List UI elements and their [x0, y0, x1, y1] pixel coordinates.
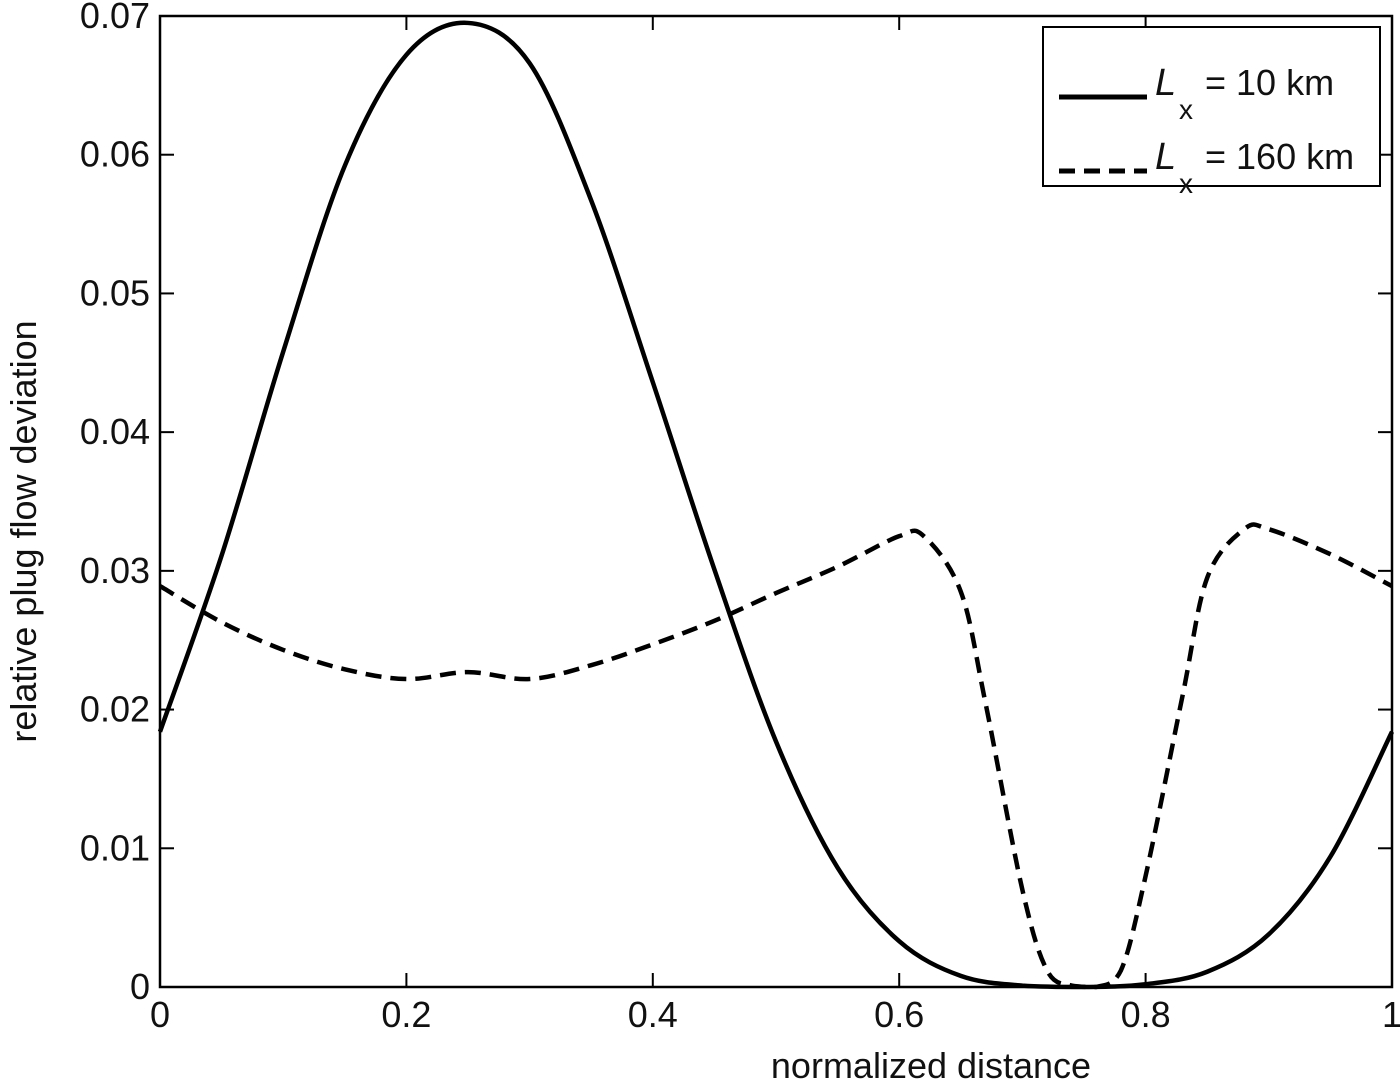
x-tick-label: 0.2 [381, 994, 431, 1035]
legend-value: = 160 km [1205, 136, 1354, 177]
x-tick-label: 0 [150, 994, 170, 1035]
series-line-lx-10km [157, 20, 1395, 990]
y-tick-label: 0.03 [80, 550, 150, 591]
x-axis-label: normalized distance [771, 1045, 1091, 1082]
series-line-lx-160km [158, 522, 1394, 990]
legend: Lx = 10 km Lx = 160 km [1042, 26, 1381, 199]
y-tick-label: 0.02 [80, 689, 150, 730]
x-tick-label: 1 [1382, 994, 1400, 1035]
y-tick-label: 0.05 [80, 272, 150, 313]
plot-area-frame [158, 14, 1394, 989]
y-axis-label: relative plug flow deviation [3, 320, 44, 742]
series-layer [157, 20, 1395, 990]
ticks-layer: 0 0.2 0.4 0.6 0.8 1 0 0.01 0.02 0.03 0.04 0.05 0.06 0… [80, 0, 1400, 1035]
legend-symbol: L [1155, 62, 1176, 104]
legend-box [1042, 26, 1381, 187]
x-tick-label: 0.8 [1121, 994, 1171, 1035]
x-tick-label: 0.6 [874, 994, 924, 1035]
legend-symbol: L [1155, 136, 1176, 178]
y-tick-label: 0 [130, 966, 150, 1007]
y-tick-label: 0.04 [80, 411, 150, 452]
legend-value: = 10 km [1205, 62, 1334, 103]
legend-subscript: x [1179, 168, 1193, 199]
y-tick-label: 0.06 [80, 134, 150, 175]
x-tick-label: 0.4 [628, 994, 678, 1035]
legend-subscript: x [1179, 94, 1193, 125]
y-tick-label: 0.01 [80, 827, 150, 868]
y-tick-label: 0.07 [80, 0, 150, 36]
